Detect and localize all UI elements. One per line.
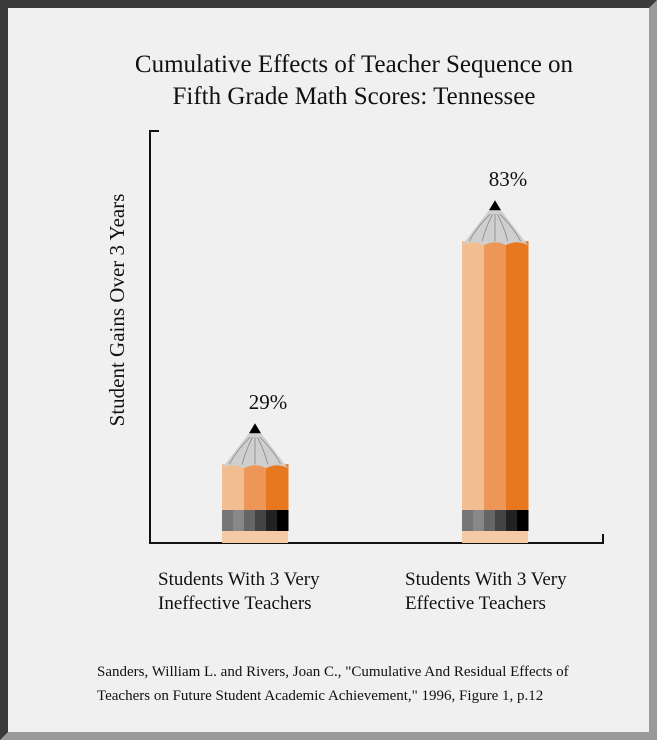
source-note: Sanders, William L. and Rivers, Joan C.,… [97,664,569,680]
pencil-ferrule [233,510,245,531]
pencil-ferrule [277,510,289,531]
pencil-body [266,464,289,510]
chart: Cumulative Effects of Teacher Sequence o… [97,51,604,704]
pencil-ferrule [462,510,474,531]
pencil-grain [481,214,493,242]
pencil-ferrule [244,510,256,531]
pencil-grain [469,213,491,242]
x-tick-label: Students With 3 Very Ineffective Teacher… [158,569,320,614]
pencil-grain [499,213,521,242]
pencil-grain [241,437,253,465]
value-label: 29% [249,390,288,414]
pencil-bar [462,200,529,543]
pencil-ferrule [255,510,267,531]
pencil-body [484,241,507,510]
pencil-ferrule [495,510,507,531]
source-note: Teachers on Future Student Academic Achi… [97,688,543,704]
pencil-ferrule [517,510,529,531]
pencil-bar [222,423,289,543]
pencil-ferrule [506,510,518,531]
pencil-ferrule [484,510,496,531]
pencil-body [244,464,267,510]
pencil-grain [259,436,281,465]
value-label: 83% [489,167,528,191]
pencil-lead [249,423,261,434]
pencil-lead [489,200,501,211]
pencil-eraser [462,531,528,543]
chart-title-line: Fifth Grade Math Scores: Tennessee [173,83,536,110]
pencil-grain [257,437,269,465]
pencil-ferrule [222,510,234,531]
pencil-body [222,464,245,510]
pencil-eraser [222,531,288,543]
pencil-body [506,241,529,510]
pencil-grain [229,436,251,465]
y-axis-label: Student Gains Over 3 Years [105,194,129,427]
pencil-grain [497,214,509,242]
pencil-ferrule [473,510,485,531]
pencil-ferrule [266,510,278,531]
x-tick-label: Students With 3 Very Effective Teachers [405,569,567,614]
chart-title-line: Cumulative Effects of Teacher Sequence o… [135,51,574,78]
pencil-body [462,241,485,510]
